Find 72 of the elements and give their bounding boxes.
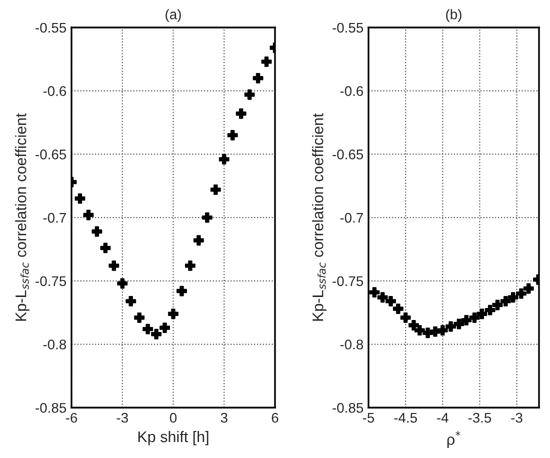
point <box>469 312 480 323</box>
point <box>142 324 154 334</box>
y-tick-label: -0.55 <box>36 22 66 33</box>
y-tick-label: -0.75 <box>36 276 66 286</box>
point <box>108 260 120 271</box>
y-tick-label: -0.75 <box>332 276 364 286</box>
point <box>446 321 456 332</box>
point <box>461 314 472 326</box>
point <box>369 287 380 298</box>
y-tick-label: -0.6 <box>340 86 364 96</box>
point <box>151 328 162 340</box>
y-axis-title: Kp-L$_{ssfac}$ correlation coefficient <box>15 113 30 321</box>
x-axis-title: Kp shift [h] <box>138 430 208 446</box>
point <box>236 108 246 119</box>
x-tick-label: -4.5 <box>394 412 417 423</box>
point <box>392 304 404 314</box>
point <box>484 304 496 316</box>
point <box>476 308 488 320</box>
x-tick-label: -4 <box>437 412 448 423</box>
y-axis-title: Kp-L$_{ssfac}$ correlation coefficient <box>312 113 326 321</box>
y-tick-label: -0.85 <box>332 402 364 413</box>
point <box>400 312 411 323</box>
point <box>210 184 221 195</box>
point <box>202 212 212 223</box>
point <box>134 312 145 323</box>
y-tick-label: -0.55 <box>332 22 364 33</box>
x-tick-label: 6 <box>272 412 278 423</box>
point <box>160 322 170 334</box>
y-tick-label: -0.7 <box>340 212 363 223</box>
point <box>523 283 534 294</box>
y-tick-label: -0.7 <box>43 212 66 223</box>
point <box>516 288 526 299</box>
y-tick-label: -0.8 <box>340 340 364 350</box>
point <box>184 260 196 271</box>
point <box>227 130 238 140</box>
chart-title: (a) <box>166 9 181 22</box>
y-tick-label: -0.65 <box>332 150 364 160</box>
point <box>126 296 136 306</box>
point <box>500 296 511 306</box>
point <box>92 226 102 237</box>
x-axis-title: ρ$^{*}$ <box>447 430 460 448</box>
chart-title: (b) <box>446 9 462 22</box>
y-tick-label: -0.65 <box>36 150 66 160</box>
y-tick-label: -0.8 <box>43 340 66 350</box>
y-tick-label: -0.85 <box>36 402 66 413</box>
point <box>193 235 204 246</box>
y-tick-label: -0.6 <box>43 86 66 96</box>
point <box>83 210 94 220</box>
x-tick-label: -3 <box>116 412 128 423</box>
point <box>244 89 255 100</box>
point <box>408 320 419 330</box>
point <box>492 300 503 310</box>
point <box>386 296 396 306</box>
point <box>218 154 230 164</box>
x-tick-label: -3 <box>511 412 522 423</box>
point <box>377 292 388 303</box>
point <box>176 286 187 296</box>
point <box>100 242 111 254</box>
point <box>252 72 264 84</box>
x-tick-label: -3.5 <box>468 412 492 423</box>
point <box>261 56 272 67</box>
x-tick-label: -5 <box>362 412 374 423</box>
point <box>74 193 86 204</box>
point <box>168 308 178 320</box>
x-tick-label: 0 <box>170 412 177 423</box>
x-tick-label: 3 <box>220 412 228 423</box>
point <box>454 318 464 330</box>
point <box>414 325 425 336</box>
point <box>508 292 518 303</box>
point <box>117 278 128 289</box>
point <box>437 325 448 336</box>
x-tick-label: -6 <box>66 412 78 423</box>
